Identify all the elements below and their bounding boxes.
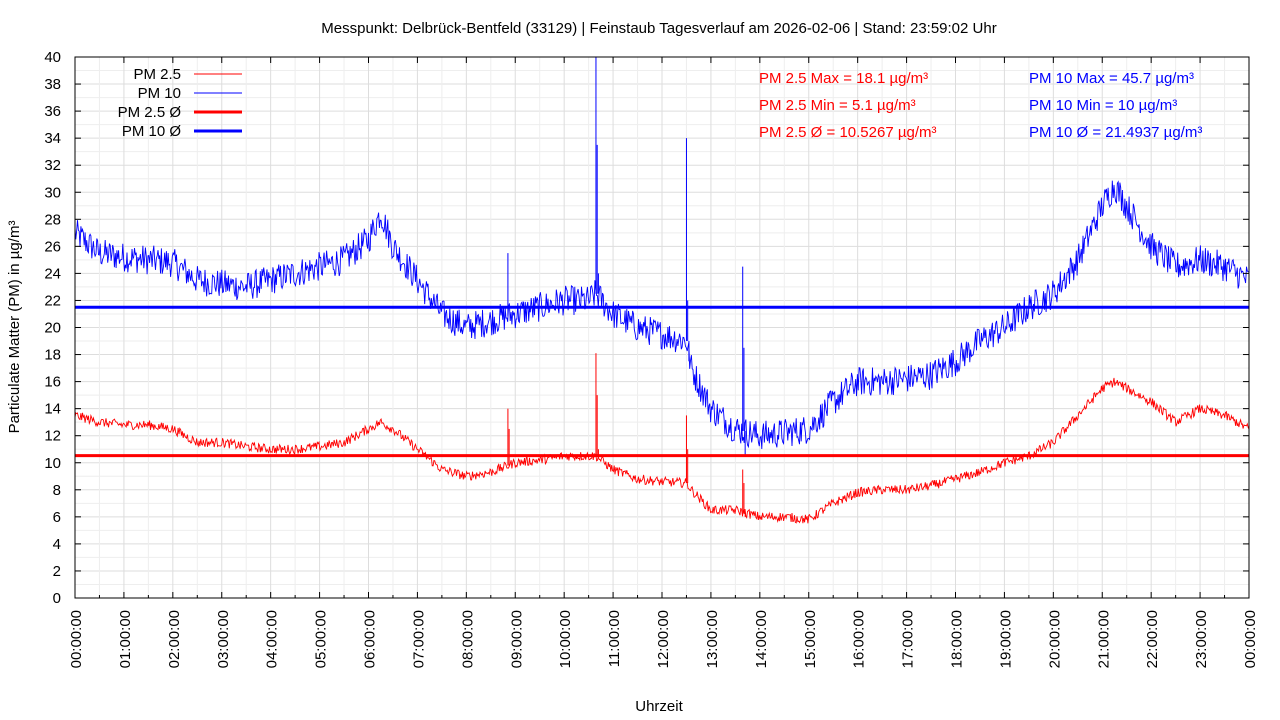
- y-tick-label: 2: [53, 563, 61, 580]
- legend: PM 2.5 PM 10 PM 2.5 Ø PM 10 Ø: [118, 66, 242, 140]
- x-axis: 00:00:00 01:00:00 02:00:00 03:00:00 04:00:00…: [68, 57, 1259, 668]
- y-axis-label: Particulate Matter (PM) in µg/m³: [6, 221, 23, 434]
- x-axis-label: Uhrzeit: [635, 698, 683, 715]
- stats-pm25-line: PM 2.5 Min = 5.1 µg/m³: [759, 97, 916, 114]
- x-tick-label: 12:00:00: [655, 610, 672, 668]
- legend-label: PM 2.5: [133, 66, 181, 83]
- y-tick-label: 14: [44, 401, 61, 418]
- y-tick-label: 8: [53, 482, 61, 499]
- y-tick-label: 40: [44, 49, 61, 66]
- legend-label: PM 2.5 Ø: [118, 104, 182, 121]
- x-tick-label: 15:00:00: [802, 610, 819, 668]
- y-tick-label: 24: [44, 265, 61, 282]
- y-tick-label: 18: [44, 347, 61, 364]
- y-tick-label: 4: [53, 536, 61, 553]
- x-tick-label: 02:00:00: [166, 610, 183, 668]
- x-tick-label: 01:00:00: [117, 610, 134, 668]
- y-tick-label: 10: [44, 455, 61, 472]
- x-tick-label: 17:00:00: [900, 610, 917, 668]
- y-tick-label: 34: [44, 130, 61, 147]
- stats-pm25-line: PM 2.5 Ø = 10.5267 µg/m³: [759, 124, 936, 141]
- y-tick-label: 22: [44, 292, 61, 309]
- y-tick-label: 20: [44, 320, 61, 337]
- x-tick-label: 20:00:00: [1046, 610, 1063, 668]
- stats-pm10-line: PM 10 Min = 10 µg/m³: [1029, 97, 1177, 114]
- chart-title: Messpunkt: Delbrück-Bentfeld (33129) | F…: [321, 20, 996, 37]
- plot-area: [74, 57, 1250, 524]
- legend-label: PM 10: [138, 85, 181, 102]
- x-tick-label: 03:00:00: [215, 610, 232, 668]
- x-tick-label: 00:00:00: [1242, 610, 1259, 668]
- x-tick-label: 08:00:00: [459, 610, 476, 668]
- x-tick-label: 23:00:00: [1193, 610, 1210, 668]
- x-tick-label: 19:00:00: [997, 610, 1014, 668]
- y-tick-label: 32: [44, 157, 61, 174]
- x-tick-label: 05:00:00: [313, 610, 330, 668]
- x-tick-label: 11:00:00: [606, 610, 623, 667]
- x-tick-label: 10:00:00: [557, 610, 574, 668]
- stats-block: PM 2.5 Max = 18.1 µg/m³ PM 2.5 Min = 5.1 …: [759, 70, 1202, 141]
- x-tick-label: 21:00:00: [1095, 610, 1112, 668]
- x-tick-label: 04:00:00: [264, 610, 281, 668]
- series-line-pm25: [74, 377, 1250, 524]
- stats-pm10-line: PM 10 Ø = 21.4937 µg/m³: [1029, 124, 1202, 141]
- series-line-pm10: [74, 180, 1250, 450]
- y-tick-label: 6: [53, 509, 61, 526]
- y-tick-label: 16: [44, 374, 61, 391]
- x-tick-label: 22:00:00: [1144, 610, 1161, 668]
- stats-pm10-line: PM 10 Max = 45.7 µg/m³: [1029, 70, 1194, 87]
- legend-label: PM 10 Ø: [122, 123, 182, 140]
- x-tick-label: 09:00:00: [508, 610, 525, 668]
- x-tick-label: 13:00:00: [704, 610, 721, 668]
- x-tick-label: 16:00:00: [851, 610, 868, 668]
- y-tick-label: 28: [44, 211, 61, 228]
- stats-pm25-line: PM 2.5 Max = 18.1 µg/m³: [759, 70, 928, 87]
- y-tick-label: 26: [44, 238, 61, 255]
- x-tick-label: 14:00:00: [753, 610, 770, 668]
- y-tick-label: 38: [44, 76, 61, 93]
- y-tick-label: 12: [44, 428, 61, 445]
- y-tick-label: 36: [44, 103, 61, 120]
- x-tick-label: 18:00:00: [949, 610, 966, 668]
- x-tick-label: 06:00:00: [362, 610, 379, 668]
- y-tick-label: 30: [44, 184, 61, 201]
- y-tick-label: 0: [53, 590, 61, 607]
- x-tick-label: 00:00:00: [68, 610, 85, 668]
- x-tick-label: 07:00:00: [410, 610, 427, 668]
- grid: [74, 56, 1250, 599]
